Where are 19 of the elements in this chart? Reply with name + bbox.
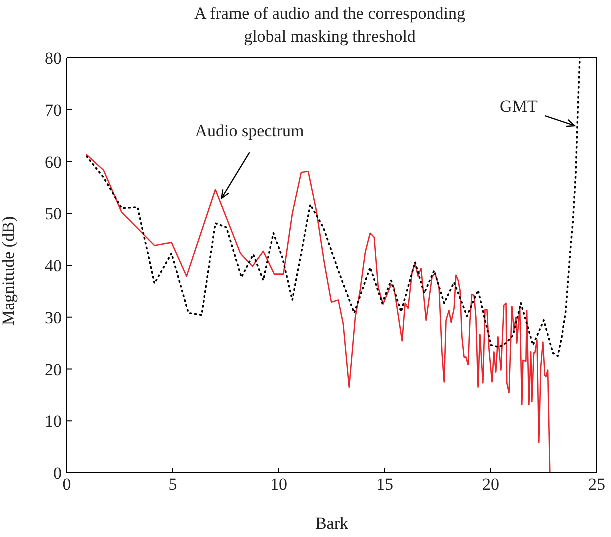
- y-tick-label: 20: [45, 360, 62, 380]
- y-axis-title: Magnitude (dB): [0, 216, 18, 326]
- y-tick-label: 80: [45, 49, 62, 68]
- x-axis-title: Bark: [315, 514, 350, 533]
- y-tick-label: 70: [45, 100, 62, 120]
- y-tick-label: 60: [45, 152, 62, 172]
- y-tick-label: 50: [45, 204, 62, 224]
- y-tick-label: 30: [45, 308, 62, 328]
- annotation: Audio spectrum: [195, 122, 304, 141]
- x-tick-label: 25: [588, 475, 606, 494]
- x-tick-label: 15: [376, 475, 394, 494]
- x-tick-label: 10: [270, 475, 288, 494]
- y-tick-label: 40: [45, 256, 62, 276]
- line-series: [86, 154, 551, 473]
- y-tick-label: 10: [45, 412, 62, 432]
- annotation: GMT: [500, 96, 538, 116]
- x-tick-label: 5: [168, 475, 178, 494]
- x-tick-label: 20: [482, 475, 500, 494]
- chart-title: A frame of audio and the corresponding global masking threshold: [194, 3, 466, 48]
